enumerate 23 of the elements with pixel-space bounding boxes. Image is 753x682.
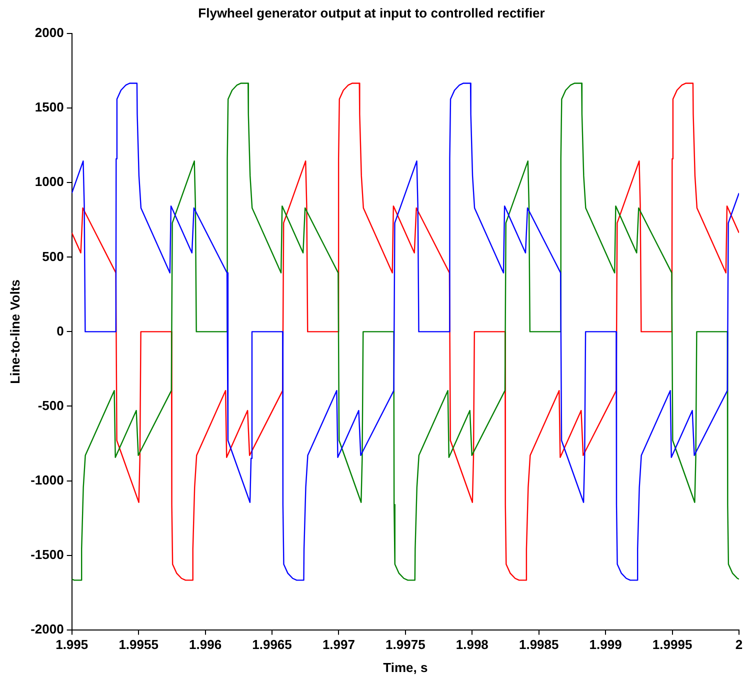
y-tick-label: 1500 bbox=[34, 100, 64, 115]
x-tick-label: 1.9955 bbox=[118, 637, 158, 652]
x-tick-label: 1.9975 bbox=[386, 637, 426, 652]
x-tick-label: 1.996 bbox=[189, 637, 222, 652]
x-tick-label: 1.999 bbox=[589, 637, 622, 652]
x-tick-label: 1.9965 bbox=[252, 637, 292, 652]
y-tick-label: 0 bbox=[56, 323, 64, 338]
y-tick-label: 2000 bbox=[34, 25, 64, 40]
y-tick-label: 500 bbox=[42, 248, 64, 264]
y-axis-title: Line-to-line Volts bbox=[7, 279, 22, 384]
x-tick-label: 1.9995 bbox=[652, 637, 692, 652]
y-tick-label: 1000 bbox=[34, 174, 64, 190]
y-tick-label: -2000 bbox=[30, 621, 64, 636]
x-tick-label: 1.997 bbox=[322, 637, 355, 652]
x-tick-label: 2 bbox=[735, 637, 743, 652]
x-tick-label: 1.998 bbox=[456, 637, 488, 652]
y-tick-label: -500 bbox=[38, 398, 64, 413]
x-axis-title: Time, s bbox=[383, 660, 428, 675]
x-tick-label: 1.995 bbox=[56, 637, 88, 652]
x-tick-label: 1.9985 bbox=[518, 637, 559, 652]
chart-title: Flywheel generator output at input to controlled rectifier bbox=[198, 5, 545, 20]
y-tick-label: -1000 bbox=[30, 472, 64, 488]
y-tick-label: -1500 bbox=[30, 546, 64, 562]
